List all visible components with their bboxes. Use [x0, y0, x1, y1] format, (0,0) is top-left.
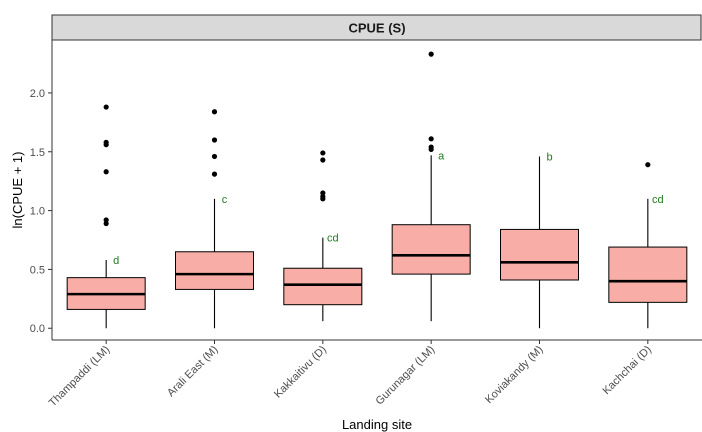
outlier-point — [320, 157, 326, 163]
group-letter: cd — [652, 194, 664, 206]
y-tick-label: 1.5 — [30, 147, 45, 159]
facet-strip: CPUE (S) — [51, 14, 702, 41]
y-tick-label: 2.0 — [30, 88, 45, 100]
outlier-point — [428, 144, 434, 150]
outlier-point — [211, 171, 218, 177]
group-letter: a — [438, 150, 445, 162]
box — [500, 228, 579, 281]
box-group: c — [175, 109, 254, 329]
group-letter: c — [222, 194, 228, 206]
outlier-point — [103, 169, 109, 175]
axis-titles: Landing site ln(CPUE + 1) — [10, 152, 412, 432]
box — [283, 267, 363, 306]
y-tick-label: 0.5 — [30, 264, 45, 276]
box — [175, 251, 254, 290]
outlier-point — [211, 109, 218, 115]
outlier-point — [320, 150, 326, 156]
box-group: cd — [283, 150, 363, 322]
y-tick-label: 0.0 — [30, 323, 45, 335]
outlier-point — [211, 153, 218, 160]
x-tick-label: Gurunagar (LM) — [373, 344, 437, 408]
outlier-point — [103, 139, 109, 145]
outlier-point — [211, 137, 218, 143]
x-tick-label: Kachchai (D) — [601, 344, 654, 397]
y-axis: 0.0 0.5 1.0 1.5 2.0 — [30, 40, 53, 340]
x-axis-title: Landing site — [342, 417, 412, 432]
x-tick-label: Koviakandy (M) — [483, 344, 546, 407]
outlier-point — [103, 217, 109, 223]
group-letter: cd — [327, 233, 339, 245]
y-tick-label: 1.0 — [30, 206, 45, 218]
facet-strip-background — [51, 14, 702, 41]
box-group: a — [391, 51, 471, 322]
x-axis: Thampaddi (LM) Arali East (M) Kakkaitivu (… — [47, 339, 702, 410]
y-axis-title: ln(CPUE + 1) — [10, 152, 25, 229]
group-letter: b — [546, 151, 552, 163]
outlier-point — [428, 51, 434, 57]
box-series: d c cd a b cd — [66, 51, 688, 329]
box — [608, 246, 688, 303]
x-tick-label: Arali East (M) — [165, 344, 221, 400]
box — [391, 224, 471, 275]
facet-title: CPUE (S) — [348, 21, 405, 36]
x-tick-label: Kakkaitivu (D) — [272, 344, 329, 401]
box-group: b — [500, 151, 579, 329]
outlier-point — [103, 104, 109, 110]
outlier-point — [428, 136, 434, 142]
box-group: cd — [608, 162, 688, 329]
outlier-point — [320, 190, 326, 196]
x-tick-label: Thampaddi (LM) — [47, 344, 113, 410]
box-group: d — [66, 104, 146, 329]
outlier-point — [645, 162, 651, 168]
group-letter: d — [113, 255, 119, 267]
